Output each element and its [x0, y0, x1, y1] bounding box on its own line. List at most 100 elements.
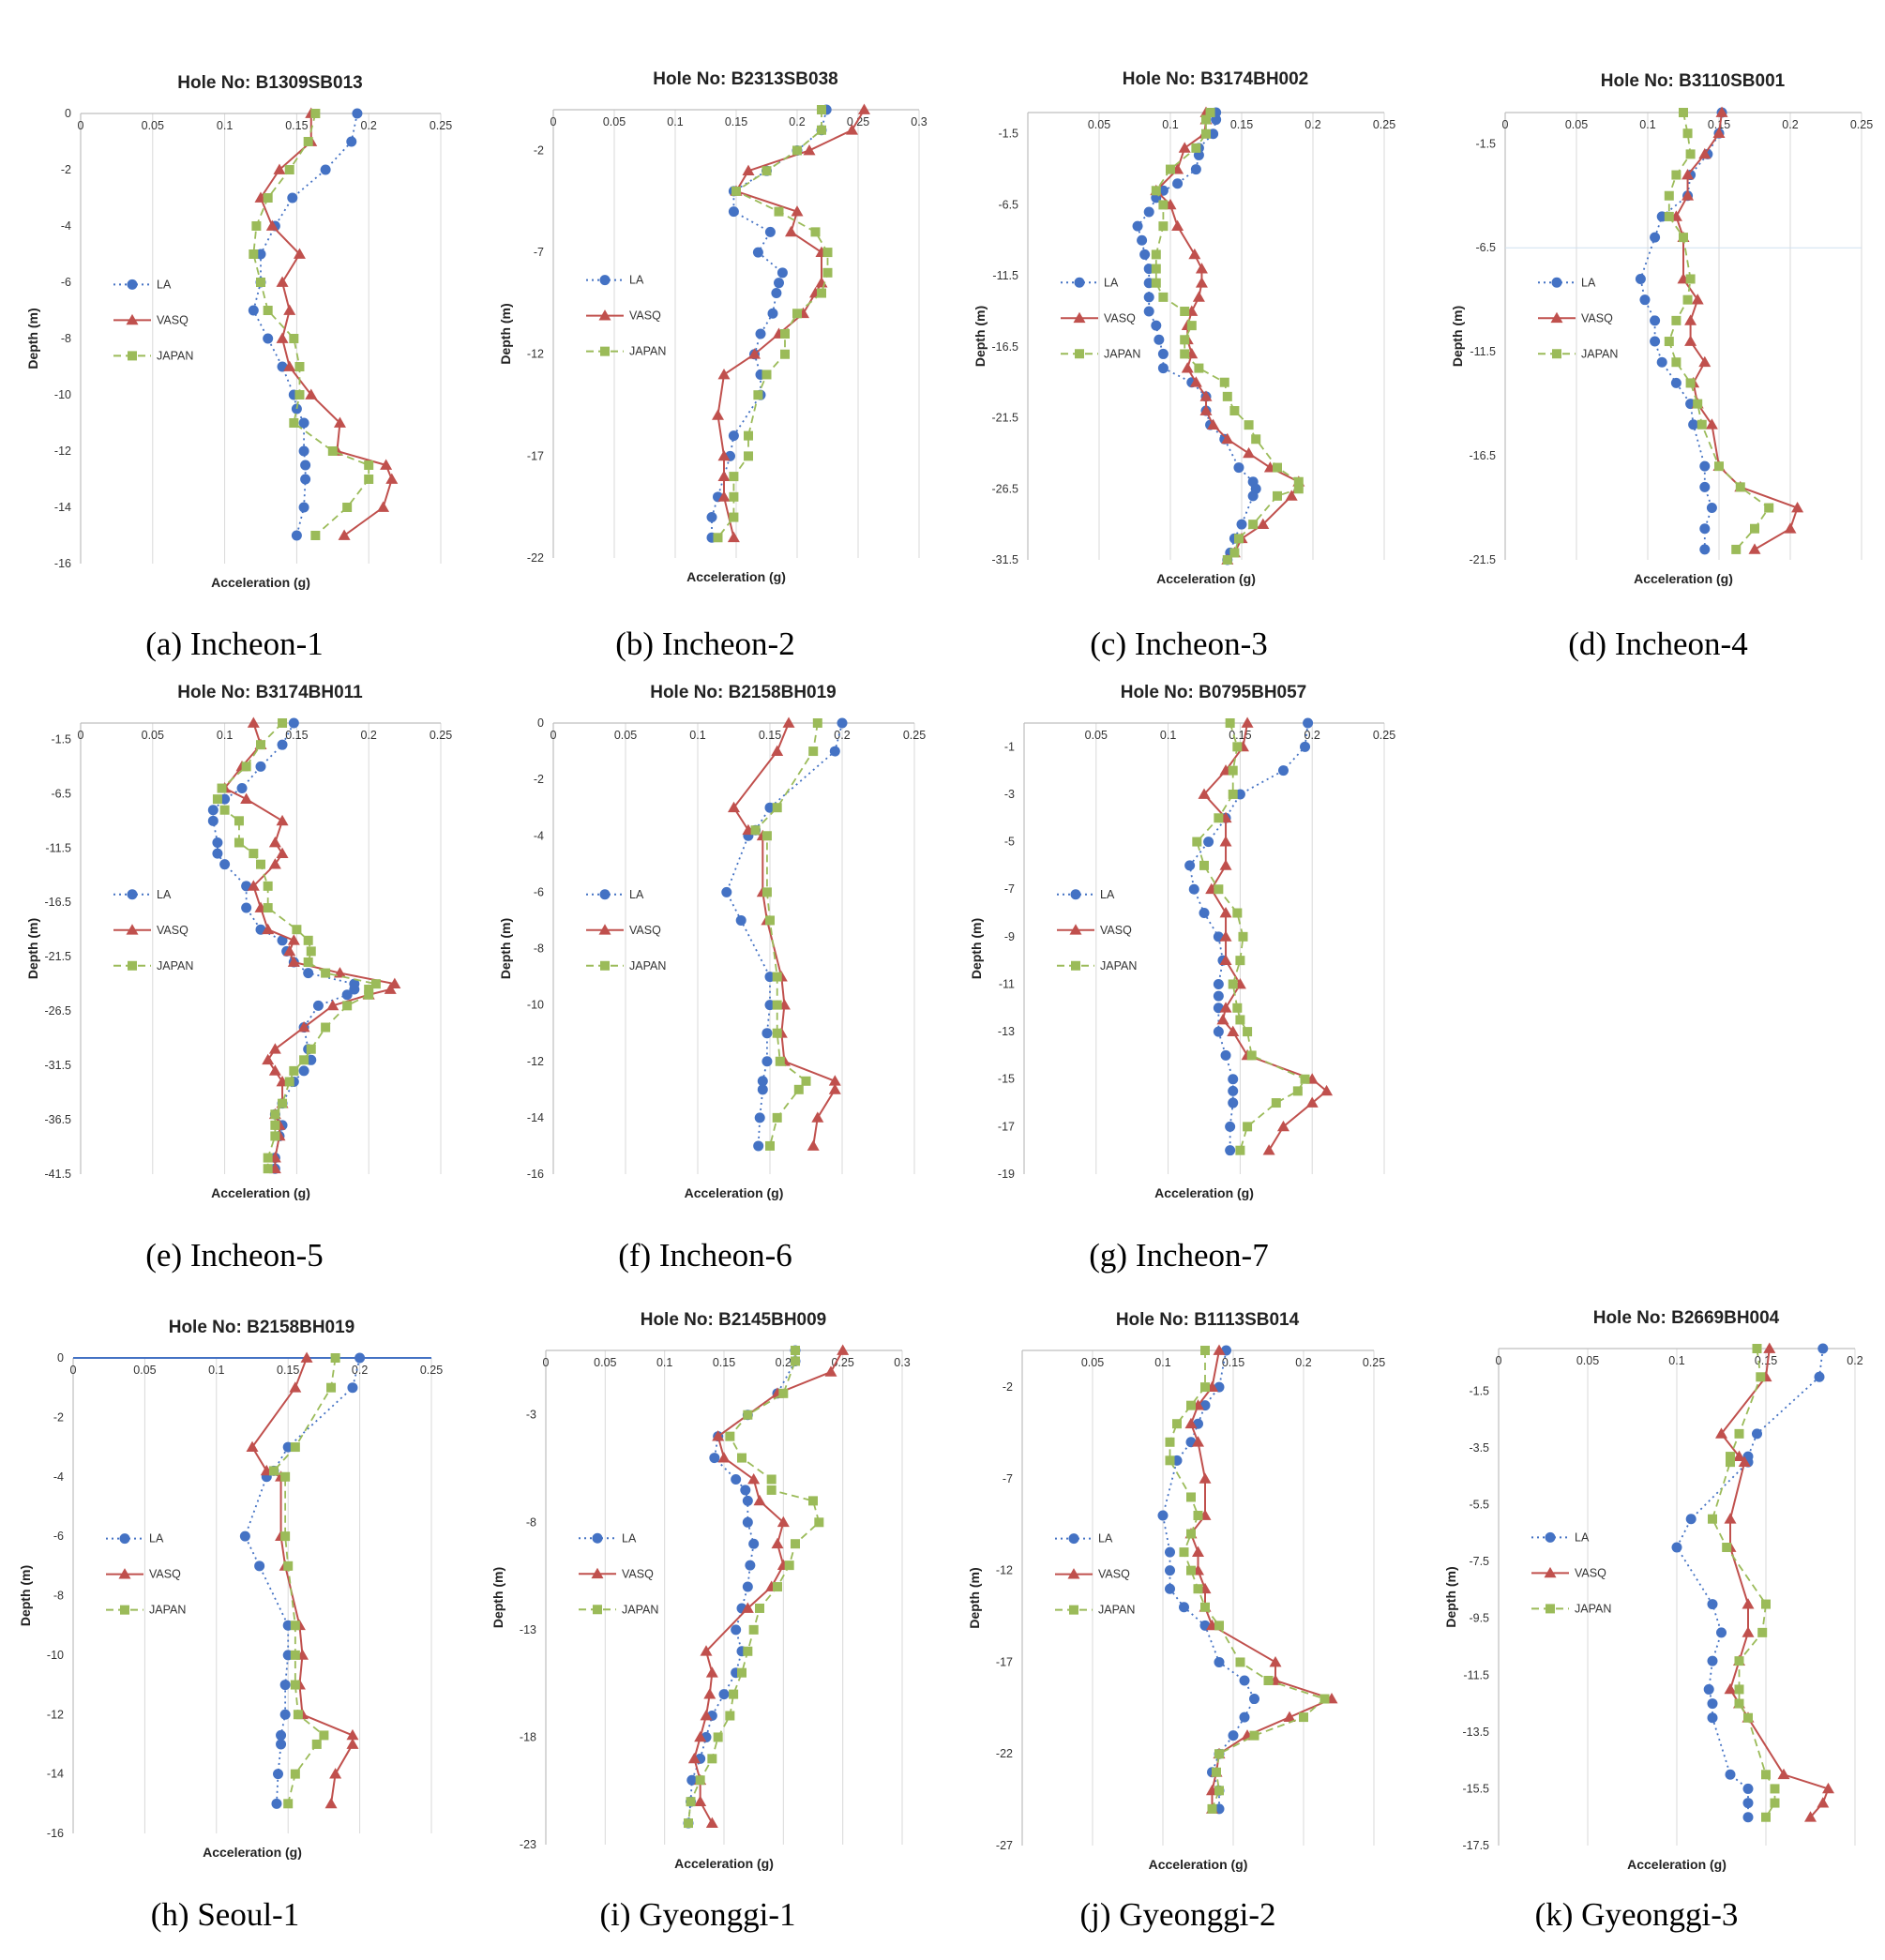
data-point-vasq [1276, 1120, 1289, 1132]
chart-panel: 0 0.05 0.1 0.15 0.2 0.25 -1.5 -6.5 -11.5 -16.5 -21… [1450, 71, 1873, 662]
data-point-la [273, 1769, 284, 1780]
y-tick-label: -8 [534, 942, 544, 956]
legend-label: VASQ [622, 1567, 654, 1580]
data-point-vasq [283, 360, 296, 371]
data-point-japan [1734, 1698, 1744, 1709]
data-point-la [742, 1581, 753, 1592]
y-tick-label: 0 [537, 716, 544, 730]
data-point-japan [1714, 461, 1724, 472]
data-point-japan [1165, 1437, 1175, 1447]
data-point-vasq [1705, 418, 1718, 430]
data-point-vasq [717, 1452, 731, 1463]
data-point-japan [364, 475, 374, 484]
y-tick-label: -41.5 [45, 1168, 72, 1181]
data-point-la [354, 1352, 366, 1364]
legend-label: JAPAN [1104, 347, 1140, 360]
data-point-japan [217, 783, 227, 793]
y-tick-label: -2 [61, 163, 71, 176]
y-tick-label: -16 [527, 1168, 544, 1181]
data-point-japan [1761, 1770, 1771, 1780]
legend-label: VASQ [629, 924, 661, 937]
data-point-vasq [1285, 490, 1298, 501]
data-point-japan [792, 145, 802, 156]
data-point-vasq [717, 490, 731, 502]
data-point-japan [817, 125, 826, 135]
data-point-japan [1158, 200, 1169, 210]
data-point-japan [1770, 1784, 1780, 1794]
data-point-vasq [785, 225, 797, 237]
data-point-la [1247, 490, 1259, 502]
data-point-la [1228, 1085, 1239, 1096]
y-tick-label: -14 [47, 1768, 64, 1781]
panel-caption: (i) Gyeonggi-1 [600, 1896, 796, 1933]
data-point-vasq [1715, 1427, 1727, 1439]
data-point-japan [289, 1065, 299, 1076]
y-tick-label: -5 [1004, 836, 1015, 849]
data-point-vasq [324, 1797, 338, 1809]
data-point-japan [303, 935, 313, 945]
data-point-japan [801, 1076, 811, 1086]
legend-label: JAPAN [1098, 1604, 1135, 1617]
y-tick-label: -12 [527, 1055, 544, 1068]
y-tick-label: -18 [520, 1730, 536, 1743]
data-point-la [1699, 481, 1711, 492]
data-point-vasq [1684, 335, 1697, 346]
y-tick-label: -26.5 [992, 482, 1019, 495]
data-point-japan [772, 1028, 782, 1038]
data-point-la [1707, 1698, 1718, 1710]
data-point-japan [775, 1056, 785, 1066]
legend-label: JAPAN [149, 1604, 186, 1617]
data-point-la [1249, 1694, 1259, 1705]
data-point-vasq [747, 1472, 761, 1485]
data-point-japan [1300, 1074, 1310, 1084]
data-point-japan [280, 1471, 291, 1482]
data-point-japan [1726, 1452, 1735, 1462]
x-tick-label: 0.2 [1847, 1354, 1862, 1367]
legend-marker [1551, 277, 1562, 288]
data-point-japan [364, 460, 374, 470]
data-point-japan [1158, 221, 1169, 232]
data-point-la [721, 886, 732, 897]
data-point-la [1752, 1428, 1762, 1440]
data-point-la [1184, 860, 1196, 871]
data-point-japan [1212, 1767, 1221, 1777]
data-point-vasq [1684, 314, 1697, 325]
data-point-la [1656, 356, 1667, 368]
chart-panel: 0 0.05 0.1 0.15 0.2 0.25 0.3 -2 -7 -12 -17 -22 Hole … [498, 69, 927, 662]
data-point-vasq [384, 983, 397, 994]
x-tick-label: 0.05 [1085, 729, 1108, 742]
data-point-japan [814, 1517, 824, 1528]
x-axis-label: Acceleration (g) [1154, 1185, 1254, 1200]
data-point-japan [263, 306, 273, 315]
data-point-japan [1243, 1027, 1253, 1037]
data-point-vasq [1227, 1025, 1240, 1036]
legend-label: JAPAN [157, 349, 193, 362]
data-point-la [1228, 1074, 1239, 1085]
legend-marker [1552, 349, 1561, 359]
legend-marker [127, 279, 138, 290]
data-point-vasq [1219, 859, 1232, 870]
y-tick-label: -17 [998, 1120, 1015, 1133]
data-point-japan [1726, 1457, 1735, 1468]
data-point-japan [744, 451, 753, 461]
x-tick-label: 0.25 [1850, 118, 1873, 131]
data-point-japan [762, 166, 772, 176]
y-tick-label: -19 [998, 1168, 1015, 1181]
data-point-japan [1679, 233, 1688, 243]
data-point-japan [370, 979, 381, 989]
data-point-japan [1179, 1547, 1189, 1558]
data-point-japan [737, 1453, 746, 1463]
chart-title: Hole No: B1113SB014 [1116, 1310, 1300, 1330]
data-point-vasq [694, 1795, 707, 1807]
y-tick-label: -11.5 [992, 269, 1018, 282]
data-point-japan [1166, 164, 1175, 174]
data-point-la [1139, 249, 1151, 260]
data-point-vasq [1192, 1545, 1204, 1557]
data-point-la [277, 739, 288, 750]
data-point-vasq [246, 1440, 259, 1452]
data-point-vasq [1748, 543, 1761, 554]
y-axis-label: Depth (m) [18, 1565, 33, 1626]
data-point-japan [234, 837, 244, 848]
data-point-vasq [1742, 1598, 1755, 1609]
data-point-japan [748, 1624, 759, 1635]
